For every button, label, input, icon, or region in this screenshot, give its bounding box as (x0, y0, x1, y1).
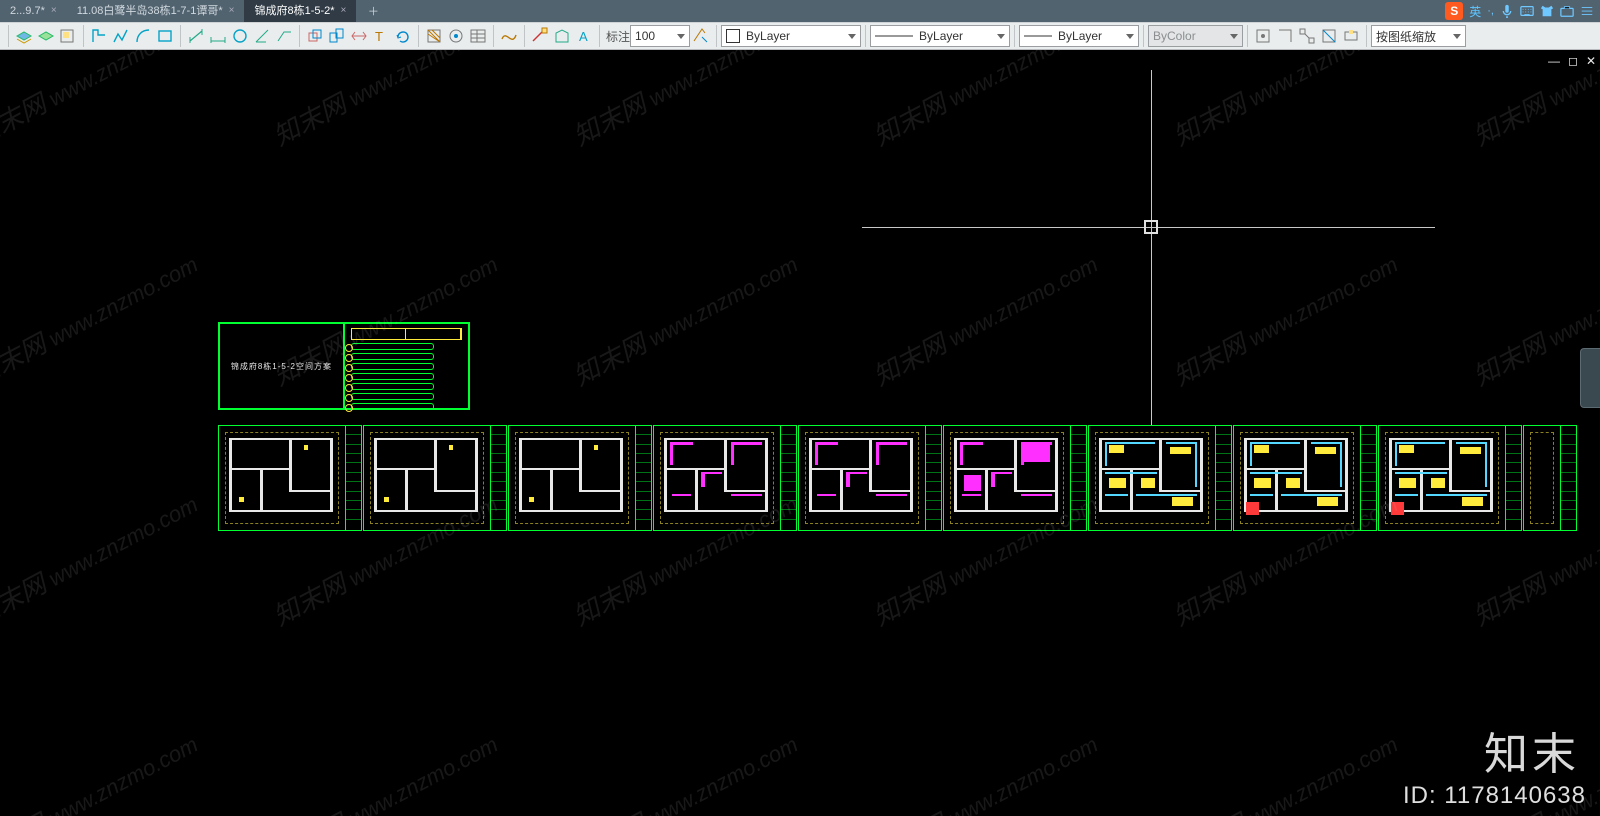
layer-color-combo[interactable]: ByLayer (721, 25, 861, 47)
spline-icon[interactable] (499, 26, 519, 46)
tab-label: 11.08白鹭半岛38栋1-7-1谭哥* (77, 0, 223, 22)
osnap-icon[interactable] (1297, 26, 1317, 46)
layer-freeze-icon[interactable] (36, 26, 56, 46)
ime-punct-icon[interactable]: ·, (1487, 5, 1494, 17)
hatch-tool-icon[interactable] (424, 26, 444, 46)
leader-tool-icon[interactable] (274, 26, 294, 46)
tab-2[interactable]: 锦成府8栋1-5-2* × (244, 0, 356, 22)
floorplan-thumb[interactable] (798, 425, 942, 531)
resource-id: ID: 1178140638 (1403, 782, 1586, 810)
zoom-value: 按图纸缩放 (1376, 28, 1436, 45)
annotation-scale-value: 100 (635, 29, 655, 43)
mic-icon[interactable] (1500, 4, 1514, 18)
minimize-button[interactable]: — (1548, 54, 1560, 68)
side-panel-tab[interactable] (1580, 348, 1600, 408)
copy-tool-icon[interactable] (327, 26, 347, 46)
lineweight-combo[interactable]: ByLayer (1019, 25, 1139, 47)
stretch-tool-icon[interactable] (349, 26, 369, 46)
title-sheet-legend (345, 324, 468, 408)
layer-states-icon[interactable] (14, 26, 34, 46)
svg-text:T: T (375, 29, 383, 44)
color-swatch-icon (726, 29, 740, 43)
crosshair-vertical (1151, 70, 1152, 477)
floorplan-thumb[interactable] (653, 425, 797, 531)
dim-angular-icon[interactable] (252, 26, 272, 46)
close-icon[interactable]: × (229, 0, 235, 22)
crosshair-pickbox (1144, 220, 1158, 234)
plotstyle-value: ByColor (1153, 29, 1196, 43)
measure-icon[interactable] (530, 26, 550, 46)
skin-icon[interactable] (1540, 4, 1554, 18)
table-tool-icon[interactable] (468, 26, 488, 46)
tab-1[interactable]: 11.08白鹭半岛38栋1-7-1谭哥* × (67, 0, 245, 22)
annoscale-icon[interactable] (691, 26, 711, 46)
floorplan-thumb[interactable] (508, 425, 652, 531)
ortho-icon[interactable] (1275, 26, 1295, 46)
drawing-canvas[interactable]: — ◻ ✕ 锦成府8栋1-5-2空间方案 知末网 www.znzmo.com知末… (0, 50, 1600, 816)
title-sheet-text: 锦成府8栋1-5-2空间方案 (231, 361, 332, 372)
floorplan-thumb[interactable] (1088, 425, 1232, 531)
linetype-combo[interactable]: ByLayer (870, 25, 1010, 47)
layer-props-icon[interactable] (58, 26, 78, 46)
close-button[interactable]: ✕ (1586, 54, 1596, 68)
floorplan-thumb[interactable] (1378, 425, 1522, 531)
move-tool-icon[interactable] (305, 26, 325, 46)
annotation-label: 标注 (606, 28, 630, 45)
polar-icon[interactable] (1341, 26, 1361, 46)
settings-icon[interactable] (1580, 4, 1594, 18)
maximize-button[interactable]: ◻ (1568, 54, 1578, 68)
zoom-combo[interactable]: 按图纸缩放 (1371, 25, 1466, 47)
block-tool-icon[interactable] (446, 26, 466, 46)
ime-badge-icon[interactable]: S (1445, 2, 1463, 20)
toolbox-icon[interactable] (1560, 4, 1574, 18)
brand-watermark: 知末 (1484, 718, 1580, 782)
plotstyle-combo: ByColor (1148, 25, 1243, 47)
area-icon[interactable] (552, 26, 572, 46)
line-tool-icon[interactable] (89, 26, 109, 46)
tab-0[interactable]: 2...9.7* × (0, 0, 67, 22)
circle-tool-icon[interactable] (230, 26, 250, 46)
tab-label: 锦成府8栋1-5-2* (254, 0, 334, 22)
grid-snap-icon[interactable] (1253, 26, 1273, 46)
keyboard-icon[interactable] (1520, 4, 1534, 18)
polyline-tool-icon[interactable] (111, 26, 131, 46)
close-icon[interactable]: × (341, 0, 347, 22)
dim-aligned-icon[interactable] (208, 26, 228, 46)
floorplan-thumb[interactable] (363, 425, 507, 531)
annotation-scale-combo[interactable]: 100 (630, 25, 690, 47)
floorplan-thumb[interactable] (1233, 425, 1377, 531)
ime-bar: S 英 ·, (1439, 0, 1600, 22)
mdi-window-controls: — ◻ ✕ (1548, 54, 1596, 68)
document-tabbar: 2...9.7* × 11.08白鹭半岛38栋1-7-1谭哥* × 锦成府8栋1-5… (0, 0, 1600, 22)
floorplan-thumb[interactable] (943, 425, 1087, 531)
lineweight-value: ByLayer (1058, 29, 1102, 43)
rotate-tool-icon[interactable] (393, 26, 413, 46)
floorplan-thumb[interactable] (218, 425, 362, 531)
arc-tool-icon[interactable] (133, 26, 153, 46)
ime-language[interactable]: 英 (1469, 3, 1481, 20)
floorplan-thumb[interactable] (1523, 425, 1577, 531)
svg-text:A: A (579, 29, 588, 44)
otrack-icon[interactable] (1319, 26, 1339, 46)
tab-add-button[interactable]: ＋ (362, 0, 384, 22)
tab-label: 2...9.7* (10, 0, 45, 22)
lineweight-preview-icon (1024, 33, 1052, 39)
title-sheet[interactable]: 锦成府8栋1-5-2空间方案 (218, 322, 470, 410)
main-toolbar: T A 标注 100 ByLayer ByLayer ByLayer ByCol… (0, 22, 1600, 50)
rect-tool-icon[interactable] (155, 26, 175, 46)
close-icon[interactable]: × (51, 0, 57, 22)
mark-a-icon[interactable]: A (574, 26, 594, 46)
layer-color-value: ByLayer (746, 29, 790, 43)
text-tool-icon[interactable]: T (371, 26, 391, 46)
linetype-value: ByLayer (919, 29, 963, 43)
linetype-preview-icon (875, 33, 913, 39)
dim-linear-icon[interactable] (186, 26, 206, 46)
